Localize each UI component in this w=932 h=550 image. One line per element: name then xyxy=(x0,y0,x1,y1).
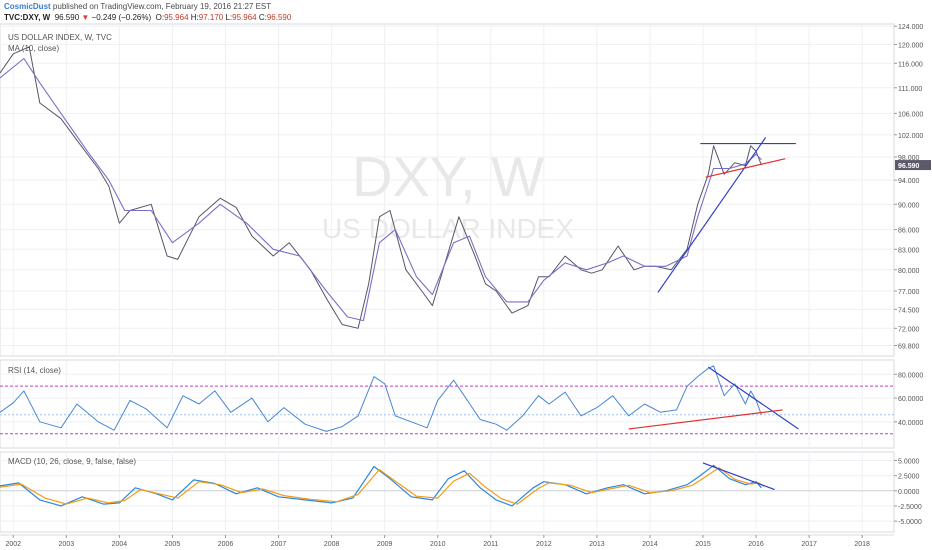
y-tick-label: 77.000 xyxy=(898,289,920,296)
pane-frame-1 xyxy=(0,359,895,449)
trendline-red xyxy=(628,409,783,430)
x-tick-label: 2007 xyxy=(271,541,287,548)
x-tick-label: 2015 xyxy=(695,541,711,548)
y-tick-label: 2.5000 xyxy=(898,474,920,481)
pane-frame-0 xyxy=(0,23,895,357)
x-tick-label: 2003 xyxy=(59,541,75,548)
series-line-ma xyxy=(0,57,762,322)
high-label: H: xyxy=(190,13,199,22)
y-tick-label: 80.000 xyxy=(898,268,920,275)
y-tick-label: 80.0000 xyxy=(898,372,923,379)
last-price-tag xyxy=(895,160,931,171)
published-text: published on TradingView.com, February 1… xyxy=(52,2,272,11)
publish-info: CosmicDust published on TradingView.com,… xyxy=(4,1,271,12)
x-tick-label: 2009 xyxy=(377,541,393,548)
y-tick-label: -2.5000 xyxy=(898,504,922,511)
y-tick-label: 102.000 xyxy=(898,133,923,140)
x-tick-label: 2011 xyxy=(483,541,498,548)
x-tick-label: 2010 xyxy=(430,541,446,548)
quote-line: TVC:DXY, W 96.590 ▼ −0.249 (−0.26%) O:95… xyxy=(4,12,291,23)
x-tick-label: 2004 xyxy=(112,541,128,548)
high-value: 97.170 xyxy=(198,13,224,22)
x-tick-label: 2006 xyxy=(218,541,234,548)
main-pane-title: US DOLLAR INDEX, W, TVC xyxy=(8,33,112,42)
x-tick-label: 2016 xyxy=(748,541,764,548)
x-tick-label: 2005 xyxy=(165,541,181,548)
x-tick-label: 2008 xyxy=(324,541,340,548)
open-label: O: xyxy=(155,13,165,22)
macd-pane-title: MACD (10, 26, close, 9, false, false) xyxy=(8,457,136,466)
trendline-red xyxy=(705,158,786,178)
rsi-pane-title: RSI (14, close) xyxy=(8,366,61,375)
y-tick-label: 40.0000 xyxy=(898,420,923,427)
series-line-signal xyxy=(0,467,765,505)
watermark-name: US DOLLAR INDEX xyxy=(322,213,574,244)
low-label: L: xyxy=(225,13,233,22)
low-value: 95.964 xyxy=(232,13,257,22)
y-tick-label: 90.000 xyxy=(898,202,920,209)
series-line-macd xyxy=(0,464,762,507)
y-tick-label: 120.000 xyxy=(898,42,923,49)
y-tick-label: 106.000 xyxy=(898,111,923,118)
change-value: −0.249 (−0.26%) xyxy=(91,13,152,22)
chart-header: CosmicDust published on TradingView.com,… xyxy=(0,0,932,24)
ma-legend: MA (10, close) xyxy=(8,44,59,53)
y-tick-label: 69.800 xyxy=(898,344,920,351)
y-tick-label: 0.0000 xyxy=(898,489,920,496)
y-tick-label: 94.000 xyxy=(898,178,920,185)
y-tick-label: 83.000 xyxy=(898,247,920,254)
y-tick-label: 116.000 xyxy=(898,61,923,68)
watermark-symbol: DXY, W xyxy=(352,145,544,208)
x-tick-label: 2013 xyxy=(589,541,605,548)
last-price: 96.590 xyxy=(54,13,80,22)
close-label: C: xyxy=(258,13,267,22)
y-tick-label: 111.000 xyxy=(898,86,922,93)
x-tick-label: 2018 xyxy=(854,541,870,548)
y-tick-label: 74.500 xyxy=(898,307,920,314)
x-tick-label: 2014 xyxy=(642,541,658,548)
open-value: 95.964 xyxy=(164,13,189,22)
y-tick-label: 98.000 xyxy=(898,155,920,162)
y-tick-label: 124.000 xyxy=(898,24,923,31)
series-line-rsi xyxy=(0,365,762,432)
y-tick-label: 60.0000 xyxy=(898,396,923,403)
author-link[interactable]: CosmicDust xyxy=(4,2,51,11)
down-arrow-icon: ▼ xyxy=(81,13,90,22)
y-tick-label: -5.0000 xyxy=(898,519,922,526)
y-tick-label: 5.0000 xyxy=(898,458,920,465)
trendline-blue xyxy=(702,462,775,491)
trendline-blue xyxy=(657,137,767,293)
y-tick-label: 86.000 xyxy=(898,228,920,235)
close-value: 96.590 xyxy=(266,13,292,22)
series-line-dxy xyxy=(0,46,762,329)
x-tick-label: 2017 xyxy=(801,541,817,548)
y-tick-label: 72.000 xyxy=(898,326,920,333)
last-price-label: 96.590 xyxy=(898,163,920,170)
x-tick-label: 2012 xyxy=(536,541,552,548)
x-tick-label: 2002 xyxy=(5,541,21,548)
trendline-blue xyxy=(707,366,799,430)
symbol-label: TVC:DXY, W xyxy=(4,13,51,22)
